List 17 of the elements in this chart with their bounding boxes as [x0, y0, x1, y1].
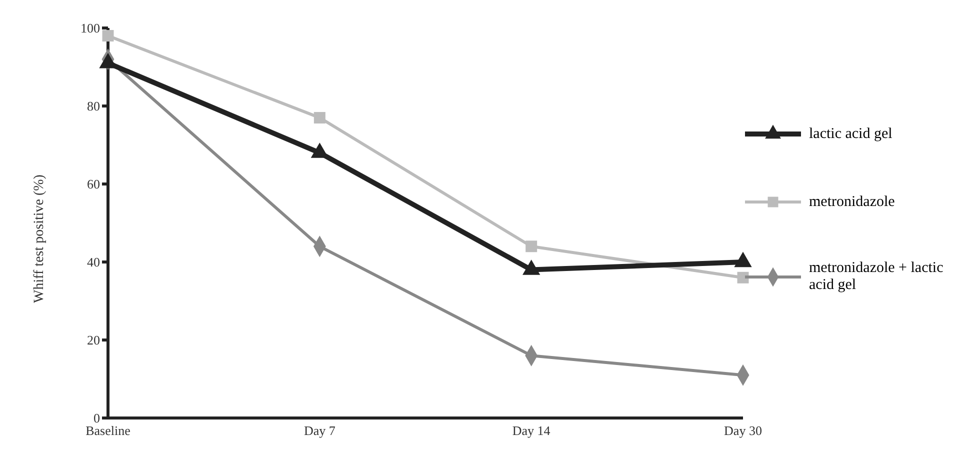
legend-label: lactic acid gel — [809, 126, 892, 142]
point — [102, 30, 114, 42]
x-tick-label: Baseline — [86, 423, 131, 438]
y-tick-label: 0 — [94, 410, 100, 426]
legend-label: metronidazole + lactic acid gel — [809, 260, 944, 294]
y-axis-title: Whiff test positive (%) — [32, 174, 47, 303]
y-tick-label: 80 — [87, 98, 100, 114]
x-tick-label: Day 30 — [724, 423, 762, 438]
x-tick-label: Day 7 — [304, 423, 336, 438]
x-tick-label: Day 14 — [512, 423, 551, 438]
y-tick-label: 60 — [87, 176, 100, 192]
point — [314, 112, 326, 124]
legend-label: metronidazole — [809, 194, 895, 210]
point — [526, 240, 538, 252]
y-tick-label: 20 — [87, 332, 100, 348]
y-tick-label: 40 — [87, 254, 100, 270]
y-tick-label: 100 — [80, 20, 100, 36]
